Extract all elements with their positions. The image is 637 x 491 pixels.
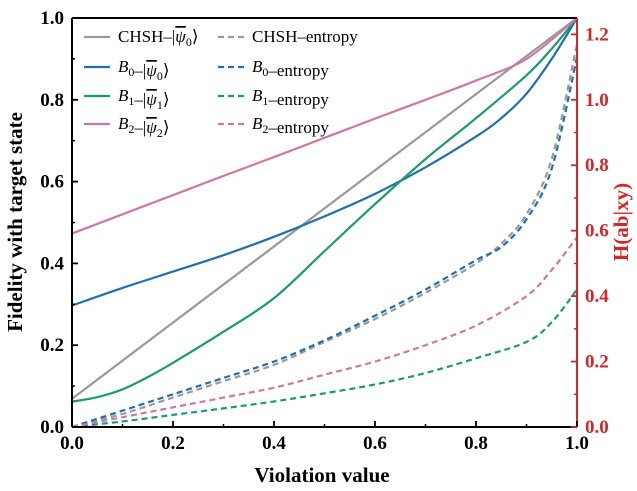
y-tick-label: 0.6 xyxy=(40,172,64,193)
x-tick-label: 0.0 xyxy=(60,433,84,454)
y-tick-label: 0.0 xyxy=(40,417,64,438)
legend-label-b0-fid: B0–|ψ0⟩ xyxy=(118,57,170,83)
legend-label-b2-fid: B2–|ψ2⟩ xyxy=(118,114,170,140)
y2-tick-label: 0.4 xyxy=(585,286,609,307)
x-tick-label: 1.0 xyxy=(565,433,589,454)
y-tick-label: 0.8 xyxy=(40,90,64,111)
y-tick-label: 0.4 xyxy=(40,253,64,274)
y-tick-label: 0.2 xyxy=(40,335,64,356)
legend: CHSH–|ψ0⟩ B0–|ψ0⟩ B1–|ψ1⟩B2–|ψ2⟩ CHSH–entro… xyxy=(84,27,358,140)
y2-tick-label: 0.0 xyxy=(585,417,609,438)
y2-tick-label: 0.2 xyxy=(585,352,609,373)
y2-axis-title: H(ab|xy) xyxy=(609,183,633,261)
x-axis-title: Violation value xyxy=(254,463,389,487)
y2-tick-label: 0.8 xyxy=(585,155,609,176)
x-tick-label: 0.8 xyxy=(464,433,488,454)
series-line-b0-fid xyxy=(71,17,578,307)
series-line-b2-ent xyxy=(71,236,578,429)
y2-tick-label: 0.6 xyxy=(585,221,609,242)
y-tick-label: 1.0 xyxy=(40,8,64,29)
ticks: 0.0 0.2 0.4 0.6 0.8 1.00.00.20.40.60.81.00.00… xyxy=(40,8,609,454)
legend-label-chsh-fid: CHSH–|ψ0⟩ xyxy=(118,27,198,49)
legend-label-b1-fid: B1–|ψ1⟩ xyxy=(118,86,170,112)
y2-tick-label: 1.2 xyxy=(585,24,609,45)
series-line-b1-fid xyxy=(71,17,578,403)
series-lines xyxy=(71,17,579,429)
series-line-b2-fid xyxy=(71,17,578,235)
legend-label-b2-ent: B2–entropy xyxy=(252,114,329,137)
x-tick-label: 0.2 xyxy=(161,433,185,454)
x-tick-label: 0.6 xyxy=(363,433,387,454)
legend-label-b0-ent: B0–entropy xyxy=(252,57,329,80)
y-axis-title: Fidelity with target state xyxy=(3,112,27,332)
legend-label-b1-ent: B1–entropy xyxy=(252,86,329,109)
y2-tick-label: 1.0 xyxy=(585,90,609,111)
x-tick-label: 0.4 xyxy=(262,433,286,454)
legend-label-chsh-ent: CHSH–entropy xyxy=(252,27,358,46)
series-line-chsh-ent xyxy=(71,43,579,429)
series-line-b1-ent xyxy=(71,288,578,429)
series-line-chsh-fid xyxy=(71,17,578,400)
series-line-b0-ent xyxy=(71,57,579,429)
